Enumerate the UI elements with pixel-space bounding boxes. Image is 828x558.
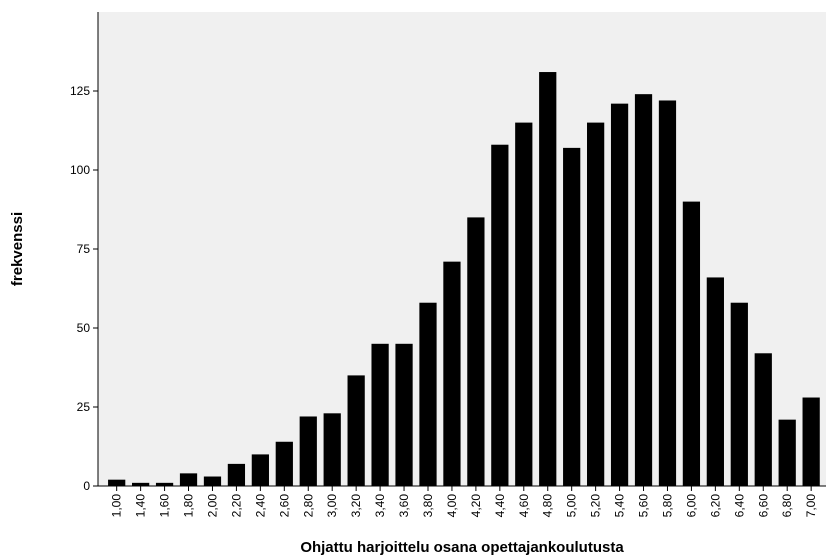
bar xyxy=(802,397,820,486)
bar xyxy=(778,419,796,486)
bar xyxy=(419,302,437,486)
bar xyxy=(730,302,748,486)
x-tick-label: 3,00 xyxy=(325,494,339,518)
x-tick-label: 2,40 xyxy=(253,494,267,518)
x-tick-label: 5,20 xyxy=(589,494,603,518)
x-tick-label: 4,80 xyxy=(541,494,555,518)
bars-group xyxy=(108,72,820,486)
x-axis-title: Ohjattu harjoittelu osana opettajankoulu… xyxy=(300,539,624,556)
bar xyxy=(539,72,557,486)
x-tick-label: 3,40 xyxy=(373,494,387,518)
y-tick-label: 125 xyxy=(70,84,90,98)
bar xyxy=(275,441,293,486)
bar xyxy=(658,100,677,486)
bar xyxy=(754,353,772,486)
bar xyxy=(706,277,724,486)
x-tick-label: 2,20 xyxy=(229,494,243,518)
bar xyxy=(515,122,533,486)
x-axis-ticks: 1,00 1,40 1,60 1,80 2,00 2,20 2,40 2,60 2,80 3,00… xyxy=(110,486,818,517)
bar xyxy=(251,454,269,486)
x-tick-label: 2,80 xyxy=(301,494,315,518)
x-tick-label: 5,40 xyxy=(613,494,627,518)
x-tick-label: 5,80 xyxy=(660,494,674,518)
bar xyxy=(610,103,629,486)
bar xyxy=(491,144,509,486)
x-tick-label: 7,00 xyxy=(804,494,818,518)
y-axis-ticks: 0 25 50 75 100 125 xyxy=(70,84,98,493)
x-tick-label: 6,20 xyxy=(708,494,722,518)
x-tick-label: 3,20 xyxy=(349,494,363,518)
x-tick-label: 3,80 xyxy=(421,494,435,518)
y-tick-label: 25 xyxy=(77,400,91,414)
bar xyxy=(203,476,222,486)
x-tick-label: 2,00 xyxy=(205,494,219,518)
x-tick-label: 1,80 xyxy=(182,494,196,518)
bar xyxy=(682,201,701,486)
x-tick-label: 2,60 xyxy=(277,494,291,518)
x-tick-label: 4,00 xyxy=(445,494,459,518)
x-tick-label: 1,40 xyxy=(134,494,148,518)
x-tick-label: 6,40 xyxy=(732,494,746,518)
x-tick-label: 4,20 xyxy=(469,494,483,518)
y-axis-title: frekvenssi xyxy=(9,212,26,286)
y-tick-label: 50 xyxy=(77,321,91,335)
bar xyxy=(155,482,174,486)
y-tick-label: 0 xyxy=(83,479,90,493)
bar xyxy=(323,413,341,486)
bar xyxy=(347,375,365,486)
bar xyxy=(587,122,605,486)
bar xyxy=(634,94,653,486)
x-tick-label: 3,60 xyxy=(397,494,411,518)
bar xyxy=(227,463,246,486)
x-tick-label: 4,60 xyxy=(517,494,531,518)
bar xyxy=(467,217,485,486)
plot-area xyxy=(98,12,826,486)
x-tick-label: 5,00 xyxy=(565,494,579,518)
bar xyxy=(299,416,317,486)
x-tick-label: 1,00 xyxy=(110,494,124,518)
bar xyxy=(108,479,126,486)
y-tick-label: 75 xyxy=(77,242,91,256)
bar xyxy=(563,147,581,486)
x-tick-label: 5,60 xyxy=(637,494,651,518)
y-tick-label: 100 xyxy=(70,163,90,177)
x-tick-label: 6,60 xyxy=(756,494,770,518)
bar xyxy=(443,261,461,486)
x-tick-label: 1,60 xyxy=(158,494,172,518)
bar xyxy=(395,343,413,486)
x-tick-label: 6,80 xyxy=(780,494,794,518)
x-tick-label: 4,40 xyxy=(493,494,507,518)
bar xyxy=(371,343,389,486)
bar xyxy=(132,482,150,486)
bar xyxy=(179,473,198,486)
x-tick-label: 6,00 xyxy=(684,494,698,518)
